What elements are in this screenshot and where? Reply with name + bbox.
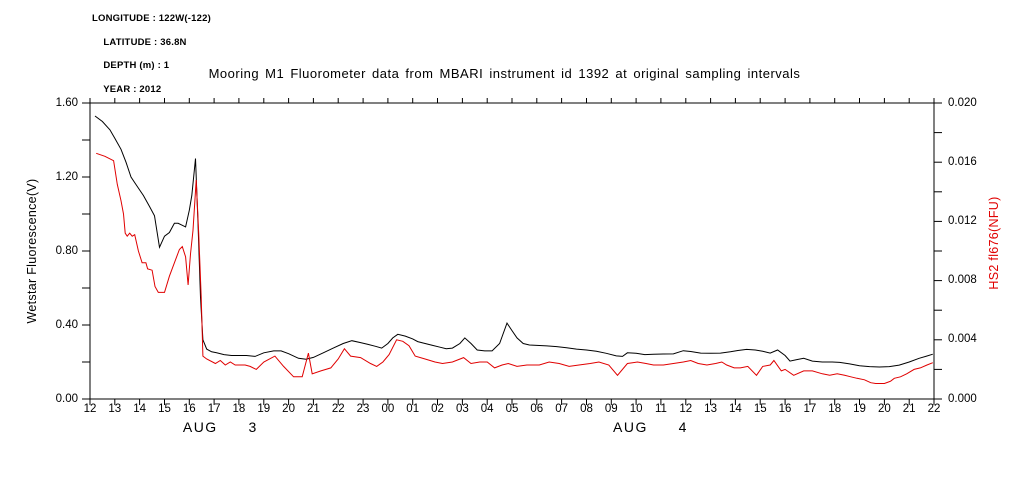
- x-tick-label: 13: [108, 403, 122, 415]
- x-tick-label: 16: [778, 403, 792, 415]
- y-right-tick-label: 0.016: [948, 155, 977, 168]
- metadata-longitude: LONGITUDE : 122W(-122): [92, 13, 211, 24]
- metadata-depth: DEPTH (m) : 1: [103, 60, 170, 72]
- x-tick-label: 06: [530, 403, 544, 415]
- x-tick-label: 05: [505, 403, 519, 415]
- x-tick-label: 22: [927, 403, 941, 415]
- x-tick-label: 18: [828, 403, 842, 415]
- chart-title: Mooring M1 Fluorometer data from MBARI i…: [208, 66, 801, 81]
- x-tick-label: 07: [555, 403, 569, 415]
- x-tick-label: 12: [83, 403, 97, 415]
- x-axis-day-label: AUG 3: [182, 419, 258, 435]
- x-tick-label: 20: [282, 403, 295, 415]
- y-left-tick-label: 1.20: [55, 170, 78, 183]
- x-tick-label: 20: [877, 403, 891, 415]
- metadata-latitude: LATITUDE : 36.8N: [103, 36, 187, 48]
- y-left-tick-label: 1.60: [55, 96, 78, 109]
- x-tick-label: 02: [431, 403, 444, 415]
- x-tick-label: 18: [232, 403, 246, 415]
- x-tick-label: 10: [629, 403, 643, 415]
- y-left-tick-label: 0.00: [55, 392, 78, 405]
- x-tick-label: 15: [753, 403, 767, 415]
- x-tick-label: 16: [182, 403, 196, 415]
- y-right-tick-label: 0.004: [948, 333, 977, 346]
- x-tick-label: 12: [679, 403, 693, 415]
- series-line-right: [96, 152, 933, 384]
- metadata-year: YEAR : 2012: [103, 83, 162, 95]
- x-tick-label: 21: [902, 403, 916, 415]
- x-tick-label: 01: [406, 403, 420, 415]
- x-tick-label: 11: [654, 403, 667, 415]
- x-tick-label: 14: [729, 403, 742, 415]
- x-tick-label: 23: [356, 403, 370, 415]
- x-tick-label: 08: [580, 403, 593, 415]
- x-tick-label: 21: [307, 403, 320, 415]
- y-right-tick-label: 0.000: [948, 392, 977, 405]
- x-tick-label: 22: [331, 403, 345, 415]
- x-tick-label: 15: [158, 403, 171, 415]
- y-right-tick-label: 0.012: [948, 214, 977, 227]
- x-tick-label: 13: [704, 403, 717, 415]
- plot-frame: [89, 102, 935, 400]
- x-tick-label: 03: [455, 403, 469, 415]
- series-line-left: [94, 115, 933, 368]
- x-tick-label: 17: [207, 403, 221, 415]
- x-axis-day-label: AUG 4: [613, 419, 688, 435]
- y-left-tick-label: 0.80: [55, 244, 78, 257]
- metadata-block: LONGITUDE : 122W(-122) LATITUDE : 36.8N …: [92, 13, 211, 96]
- x-tick-label: 19: [853, 403, 866, 415]
- x-tick-label: 09: [604, 403, 618, 415]
- x-tick-label: 17: [803, 403, 817, 415]
- y-right-tick-label: 0.020: [948, 96, 977, 109]
- x-tick-label: 14: [133, 403, 147, 415]
- y-left-tick-label: 0.40: [55, 318, 78, 331]
- x-tick-label: 04: [480, 403, 494, 415]
- x-tick-label: 00: [381, 403, 395, 415]
- y-right-tick-label: 0.008: [948, 274, 977, 287]
- x-tick-label: 19: [257, 403, 271, 415]
